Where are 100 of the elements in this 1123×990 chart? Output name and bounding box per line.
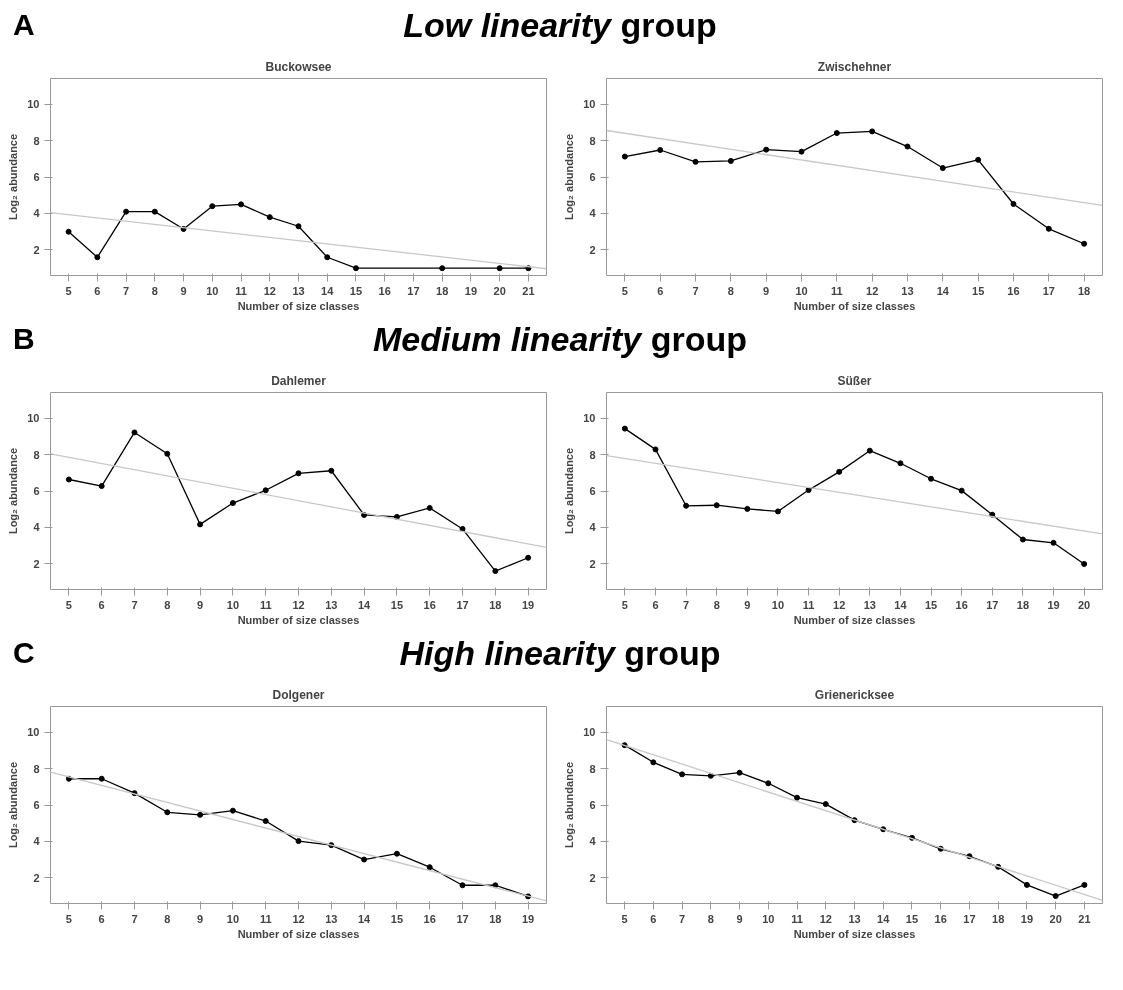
- x-tick-label: 6: [98, 598, 105, 611]
- y-tick-label: 2: [589, 243, 596, 256]
- x-tick-label: 16: [1007, 284, 1020, 297]
- point: [621, 425, 628, 432]
- y-tick-label: 2: [33, 871, 40, 884]
- x-tick-label: 7: [131, 912, 138, 925]
- point: [492, 568, 499, 575]
- point: [393, 513, 400, 520]
- x-tick-label: 12: [263, 284, 276, 297]
- x-tick-label: 19: [522, 912, 535, 925]
- y-tick-label: 8: [589, 762, 596, 775]
- point: [459, 525, 466, 532]
- x-tick-label: 11: [791, 912, 803, 925]
- y-tick-label: 4: [589, 521, 597, 534]
- point: [496, 265, 503, 272]
- x-tick-label: 13: [863, 598, 876, 611]
- x-tick-label: 5: [621, 598, 628, 611]
- chart-title: Zwischehner: [817, 59, 892, 74]
- x-tick-label: 12: [833, 598, 846, 611]
- x-tick-label: 15: [390, 598, 404, 611]
- point: [989, 511, 996, 518]
- x-axis-title: Number of size classes: [237, 927, 360, 940]
- x-tick-label: 8: [164, 912, 171, 925]
- point: [131, 429, 138, 436]
- x-tick-label: 7: [131, 598, 138, 611]
- y-tick-label: 6: [33, 485, 40, 497]
- point: [1050, 539, 1057, 546]
- y-tick-label: 6: [589, 799, 596, 811]
- point: [164, 450, 171, 457]
- x-tick-label: 8: [707, 912, 714, 925]
- point: [928, 475, 935, 482]
- point: [975, 156, 982, 163]
- point: [525, 265, 532, 272]
- y-tick-label: 10: [583, 726, 596, 739]
- x-tick-label: 16: [423, 598, 436, 611]
- point: [262, 818, 269, 825]
- y-tick-label: 8: [33, 134, 40, 147]
- x-tick-label: 14: [894, 598, 908, 611]
- point: [98, 775, 105, 782]
- point: [295, 223, 302, 230]
- x-tick-label: 20: [493, 284, 506, 297]
- point: [94, 254, 101, 261]
- x-tick-label: 6: [94, 284, 101, 297]
- y-axis-title: Log₂ abundance: [7, 761, 20, 849]
- point: [352, 265, 359, 272]
- point: [866, 447, 873, 454]
- point: [197, 811, 204, 818]
- y-tick-label: 2: [33, 243, 40, 256]
- point: [180, 225, 187, 232]
- x-tick-label: 13: [325, 598, 338, 611]
- x-tick-label: 10: [206, 284, 219, 297]
- point: [939, 165, 946, 172]
- x-tick-label: 5: [621, 912, 628, 925]
- x-tick-label: 21: [522, 284, 535, 297]
- x-tick-label: 7: [692, 284, 699, 297]
- y-tick-label: 10: [583, 412, 596, 425]
- point: [238, 201, 245, 208]
- x-tick-label: 11: [802, 598, 815, 611]
- chart-title: Süßer: [837, 373, 872, 388]
- x-tick-label: 20: [1078, 598, 1091, 611]
- x-tick-label: 6: [657, 284, 664, 297]
- x-tick-label: 10: [226, 912, 240, 925]
- point: [744, 505, 751, 512]
- point: [266, 214, 273, 221]
- point: [683, 502, 690, 509]
- y-tick-label: 10: [583, 98, 596, 111]
- x-tick-label: 12: [292, 912, 305, 925]
- point: [262, 487, 269, 494]
- x-tick-label: 14: [936, 284, 950, 297]
- point: [98, 483, 105, 490]
- x-tick-label: 19: [1020, 912, 1034, 925]
- y-tick-label: 6: [33, 799, 40, 811]
- x-tick-label: 10: [795, 284, 808, 297]
- chart-title: Grienericksee: [814, 687, 895, 702]
- point: [426, 504, 433, 511]
- x-tick-label: 5: [65, 912, 72, 925]
- x-tick-label: 15: [390, 912, 404, 925]
- x-tick-label: 14: [877, 912, 891, 925]
- point: [904, 143, 911, 150]
- point: [1052, 893, 1059, 900]
- point: [328, 467, 335, 474]
- chart-title: Dahlemer: [271, 373, 327, 388]
- point: [657, 147, 664, 153]
- x-tick-label: 17: [407, 284, 420, 297]
- x-tick-label: 21: [1078, 912, 1091, 925]
- point: [151, 208, 158, 215]
- text: High linearity: [399, 634, 615, 672]
- y-tick-label: 10: [27, 726, 40, 739]
- x-tick-label: 13: [901, 284, 914, 297]
- text: A: [13, 7, 35, 43]
- x-tick-label: 5: [65, 598, 72, 611]
- x-tick-label: 14: [321, 284, 335, 297]
- y-tick-label: 6: [589, 171, 596, 183]
- point: [65, 476, 72, 483]
- point: [794, 794, 801, 801]
- point: [393, 850, 400, 857]
- point: [65, 228, 72, 235]
- y-tick-label: 6: [33, 171, 40, 183]
- y-tick-label: 8: [33, 448, 40, 461]
- x-tick-label: 6: [650, 912, 657, 925]
